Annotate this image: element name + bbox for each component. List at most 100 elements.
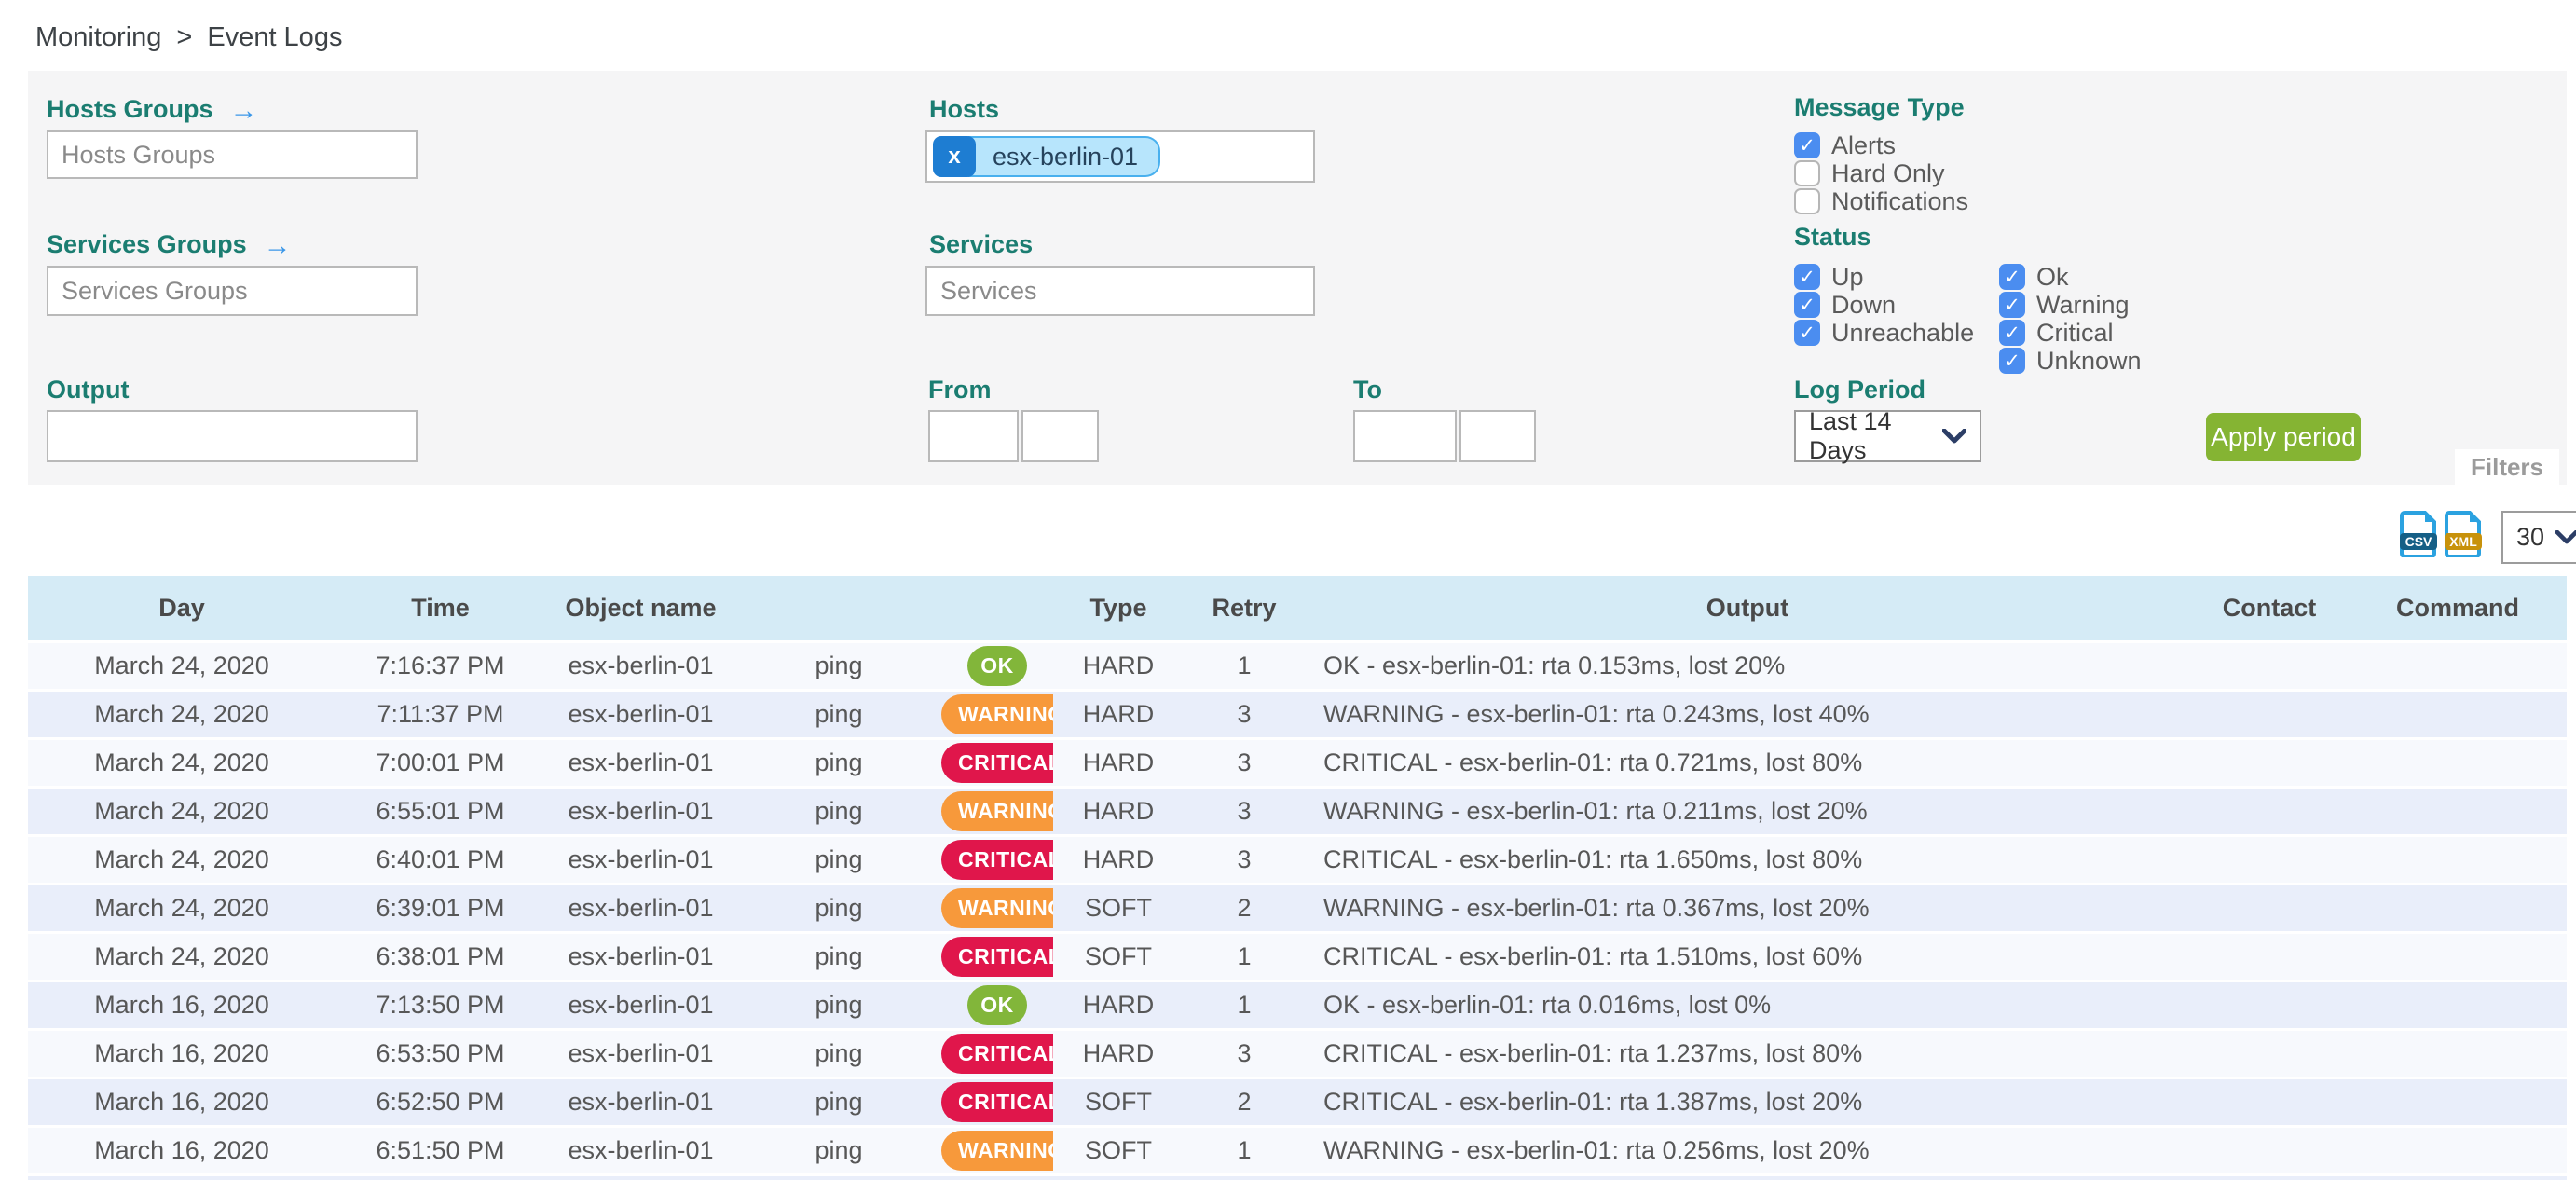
table-row: March 16, 2020 6:51:50 PM esx-berlin-01 pin… xyxy=(28,1126,2567,1176)
column-header-output: Output xyxy=(1305,576,2190,643)
checked-checkbox-icon[interactable]: ✓ xyxy=(1999,264,2025,290)
hosts-field[interactable]: x esx-berlin-01 xyxy=(925,130,1315,183)
cell-retry: 3 xyxy=(1184,835,1305,885)
checked-checkbox-icon[interactable]: ✓ xyxy=(1999,292,2025,318)
status-badge: OK xyxy=(967,645,1027,686)
to-date-input[interactable] xyxy=(1353,410,1457,462)
checkbox-up[interactable]: ✓ Up xyxy=(1794,263,1999,291)
cell-contact xyxy=(2190,1029,2349,1079)
cell-output: CRITICAL - esx-berlin-01: rta 1.510ms, l… xyxy=(1305,932,2190,982)
log-period-select[interactable]: Last 14 Days xyxy=(1794,407,1981,464)
checkbox-ok[interactable]: ✓ Ok xyxy=(1999,263,2142,291)
filters-tab[interactable]: Filters xyxy=(2455,449,2559,485)
unchecked-checkbox-icon[interactable] xyxy=(1794,160,1820,186)
cell-contact xyxy=(2190,641,2349,692)
cell-time: 7:13:50 PM xyxy=(336,981,545,1031)
event-log-table: Day Time Object name Type Retry Output Contact… xyxy=(28,576,2567,1180)
cell-time: 7:11:37 PM xyxy=(336,690,545,740)
cell-time: 6:40:01 PM xyxy=(336,835,545,885)
output-label: Output xyxy=(47,376,130,404)
table-row: March 16, 2020 7:13:50 PM esx-berlin-01 pin… xyxy=(28,981,2567,1031)
hosts-groups-input[interactable] xyxy=(47,130,418,179)
xml-export-icon[interactable]: XML xyxy=(2444,511,2483,557)
checkbox-notifications[interactable]: Notifications xyxy=(1794,187,1968,215)
services-groups-arrow-icon[interactable]: → xyxy=(263,230,292,261)
cell-command xyxy=(2349,932,2567,982)
cell-status: OK xyxy=(941,641,1053,692)
cell-day: March 16, 2020 xyxy=(28,1126,336,1176)
cell-day: March 16, 2020 xyxy=(28,981,336,1031)
apply-period-button[interactable]: Apply period xyxy=(2206,413,2361,461)
cell-object: esx-berlin-01 xyxy=(545,1077,736,1128)
page-size-select[interactable]: 30 xyxy=(2501,511,2576,564)
csv-export-icon[interactable]: CSV xyxy=(2399,511,2438,557)
cell-contact xyxy=(2190,1077,2349,1128)
cell-output: WARNING - esx-berlin-01: rta 0.211ms, lo… xyxy=(1305,787,2190,837)
checkbox-label: Ok xyxy=(2036,262,2069,291)
cell-retry: 3 xyxy=(1184,1029,1305,1079)
cell-status: WARNING xyxy=(941,787,1053,837)
chip-remove-button[interactable]: x xyxy=(933,136,976,177)
cell-day: March 24, 2020 xyxy=(28,835,336,885)
checkbox-hard-only[interactable]: Hard Only xyxy=(1794,159,1968,187)
services-groups-input[interactable] xyxy=(47,266,418,316)
cell-service: ping xyxy=(736,641,941,692)
column-header-command: Command xyxy=(2349,576,2567,643)
from-date-input[interactable] xyxy=(928,410,1019,462)
output-input[interactable] xyxy=(47,410,418,462)
cell-day: March 24, 2020 xyxy=(28,738,336,789)
cell-output: WARNING - esx-berlin-01: rta 0.243ms, lo… xyxy=(1305,690,2190,740)
cell-service: ping xyxy=(736,835,941,885)
status-badge: CRITICAL xyxy=(941,1033,1053,1074)
hosts-groups-arrow-icon[interactable]: → xyxy=(229,95,258,126)
checked-checkbox-icon[interactable]: ✓ xyxy=(1794,132,1820,158)
cell-command xyxy=(2349,690,2567,740)
cell-output: WARNING - esx-berlin-01: rta 0.367ms, lo… xyxy=(1305,884,2190,934)
checkbox-unreachable[interactable]: ✓ Unreachable xyxy=(1794,319,1999,347)
message-type-label: Message Type xyxy=(1794,93,1965,121)
table-row: March 24, 2020 6:38:01 PM esx-berlin-01 pin… xyxy=(28,932,2567,982)
checked-checkbox-icon[interactable]: ✓ xyxy=(1794,320,1820,346)
checked-checkbox-icon[interactable]: ✓ xyxy=(1794,292,1820,318)
cell-time: 7:16:37 PM xyxy=(336,641,545,692)
checkbox-alerts[interactable]: ✓ Alerts xyxy=(1794,131,1968,159)
cell-type: HARD xyxy=(1053,641,1184,692)
services-input[interactable] xyxy=(925,266,1315,316)
checked-checkbox-icon[interactable]: ✓ xyxy=(1999,320,2025,346)
cell-retry: 1 xyxy=(1184,641,1305,692)
status-badge: WARNING xyxy=(941,1130,1053,1171)
breadcrumb-item-monitoring[interactable]: Monitoring xyxy=(35,22,162,52)
hosts-label: Hosts xyxy=(929,95,1000,123)
status-options: ✓ Up ✓ Down ✓ Unreachable ✓ Ok ✓ Warning ✓ Critica… xyxy=(1794,263,2142,375)
from-time-input[interactable] xyxy=(1021,410,1099,462)
breadcrumb: Monitoring > Event Logs xyxy=(35,22,342,53)
unchecked-checkbox-icon[interactable] xyxy=(1794,188,1820,214)
cell-retry: 3 xyxy=(1184,738,1305,789)
checked-checkbox-icon[interactable]: ✓ xyxy=(1999,348,2025,374)
chip-label: esx-berlin-01 xyxy=(968,136,1161,177)
status-badge: CRITICAL xyxy=(941,742,1053,783)
cell-command xyxy=(2349,1077,2567,1128)
checkbox-down[interactable]: ✓ Down xyxy=(1794,291,1999,319)
cell-command xyxy=(2349,641,2567,692)
cell-contact xyxy=(2190,884,2349,934)
column-header-time: Time xyxy=(336,576,545,643)
checkbox-label: Critical xyxy=(2036,318,2114,347)
filter-panel: Hosts Groups→ Services Groups→ Output Ho… xyxy=(28,71,2567,485)
cell-object: esx-berlin-01 xyxy=(545,738,736,789)
export-toolbar: CSV XML 30 xyxy=(2399,511,2576,564)
table-row: March 24, 2020 6:40:01 PM esx-berlin-01 pin… xyxy=(28,835,2567,885)
checkbox-warning[interactable]: ✓ Warning xyxy=(1999,291,2142,319)
cell-day: March 24, 2020 xyxy=(28,884,336,934)
cell-retry: 1 xyxy=(1184,932,1305,982)
cell-contact xyxy=(2190,1126,2349,1176)
checkbox-critical[interactable]: ✓ Critical xyxy=(1999,319,2142,347)
cell-object: esx-berlin-01 xyxy=(545,690,736,740)
column-header-blank-4 xyxy=(941,576,1053,643)
checked-checkbox-icon[interactable]: ✓ xyxy=(1794,264,1820,290)
cell-object: esx-berlin-01 xyxy=(545,932,736,982)
checkbox-label: Unreachable xyxy=(1831,318,1975,347)
table-row: March 16, 2020 6:53:50 PM esx-berlin-01 pin… xyxy=(28,1029,2567,1079)
checkbox-unknown[interactable]: ✓ Unknown xyxy=(1999,347,2142,375)
to-time-input[interactable] xyxy=(1459,410,1536,462)
